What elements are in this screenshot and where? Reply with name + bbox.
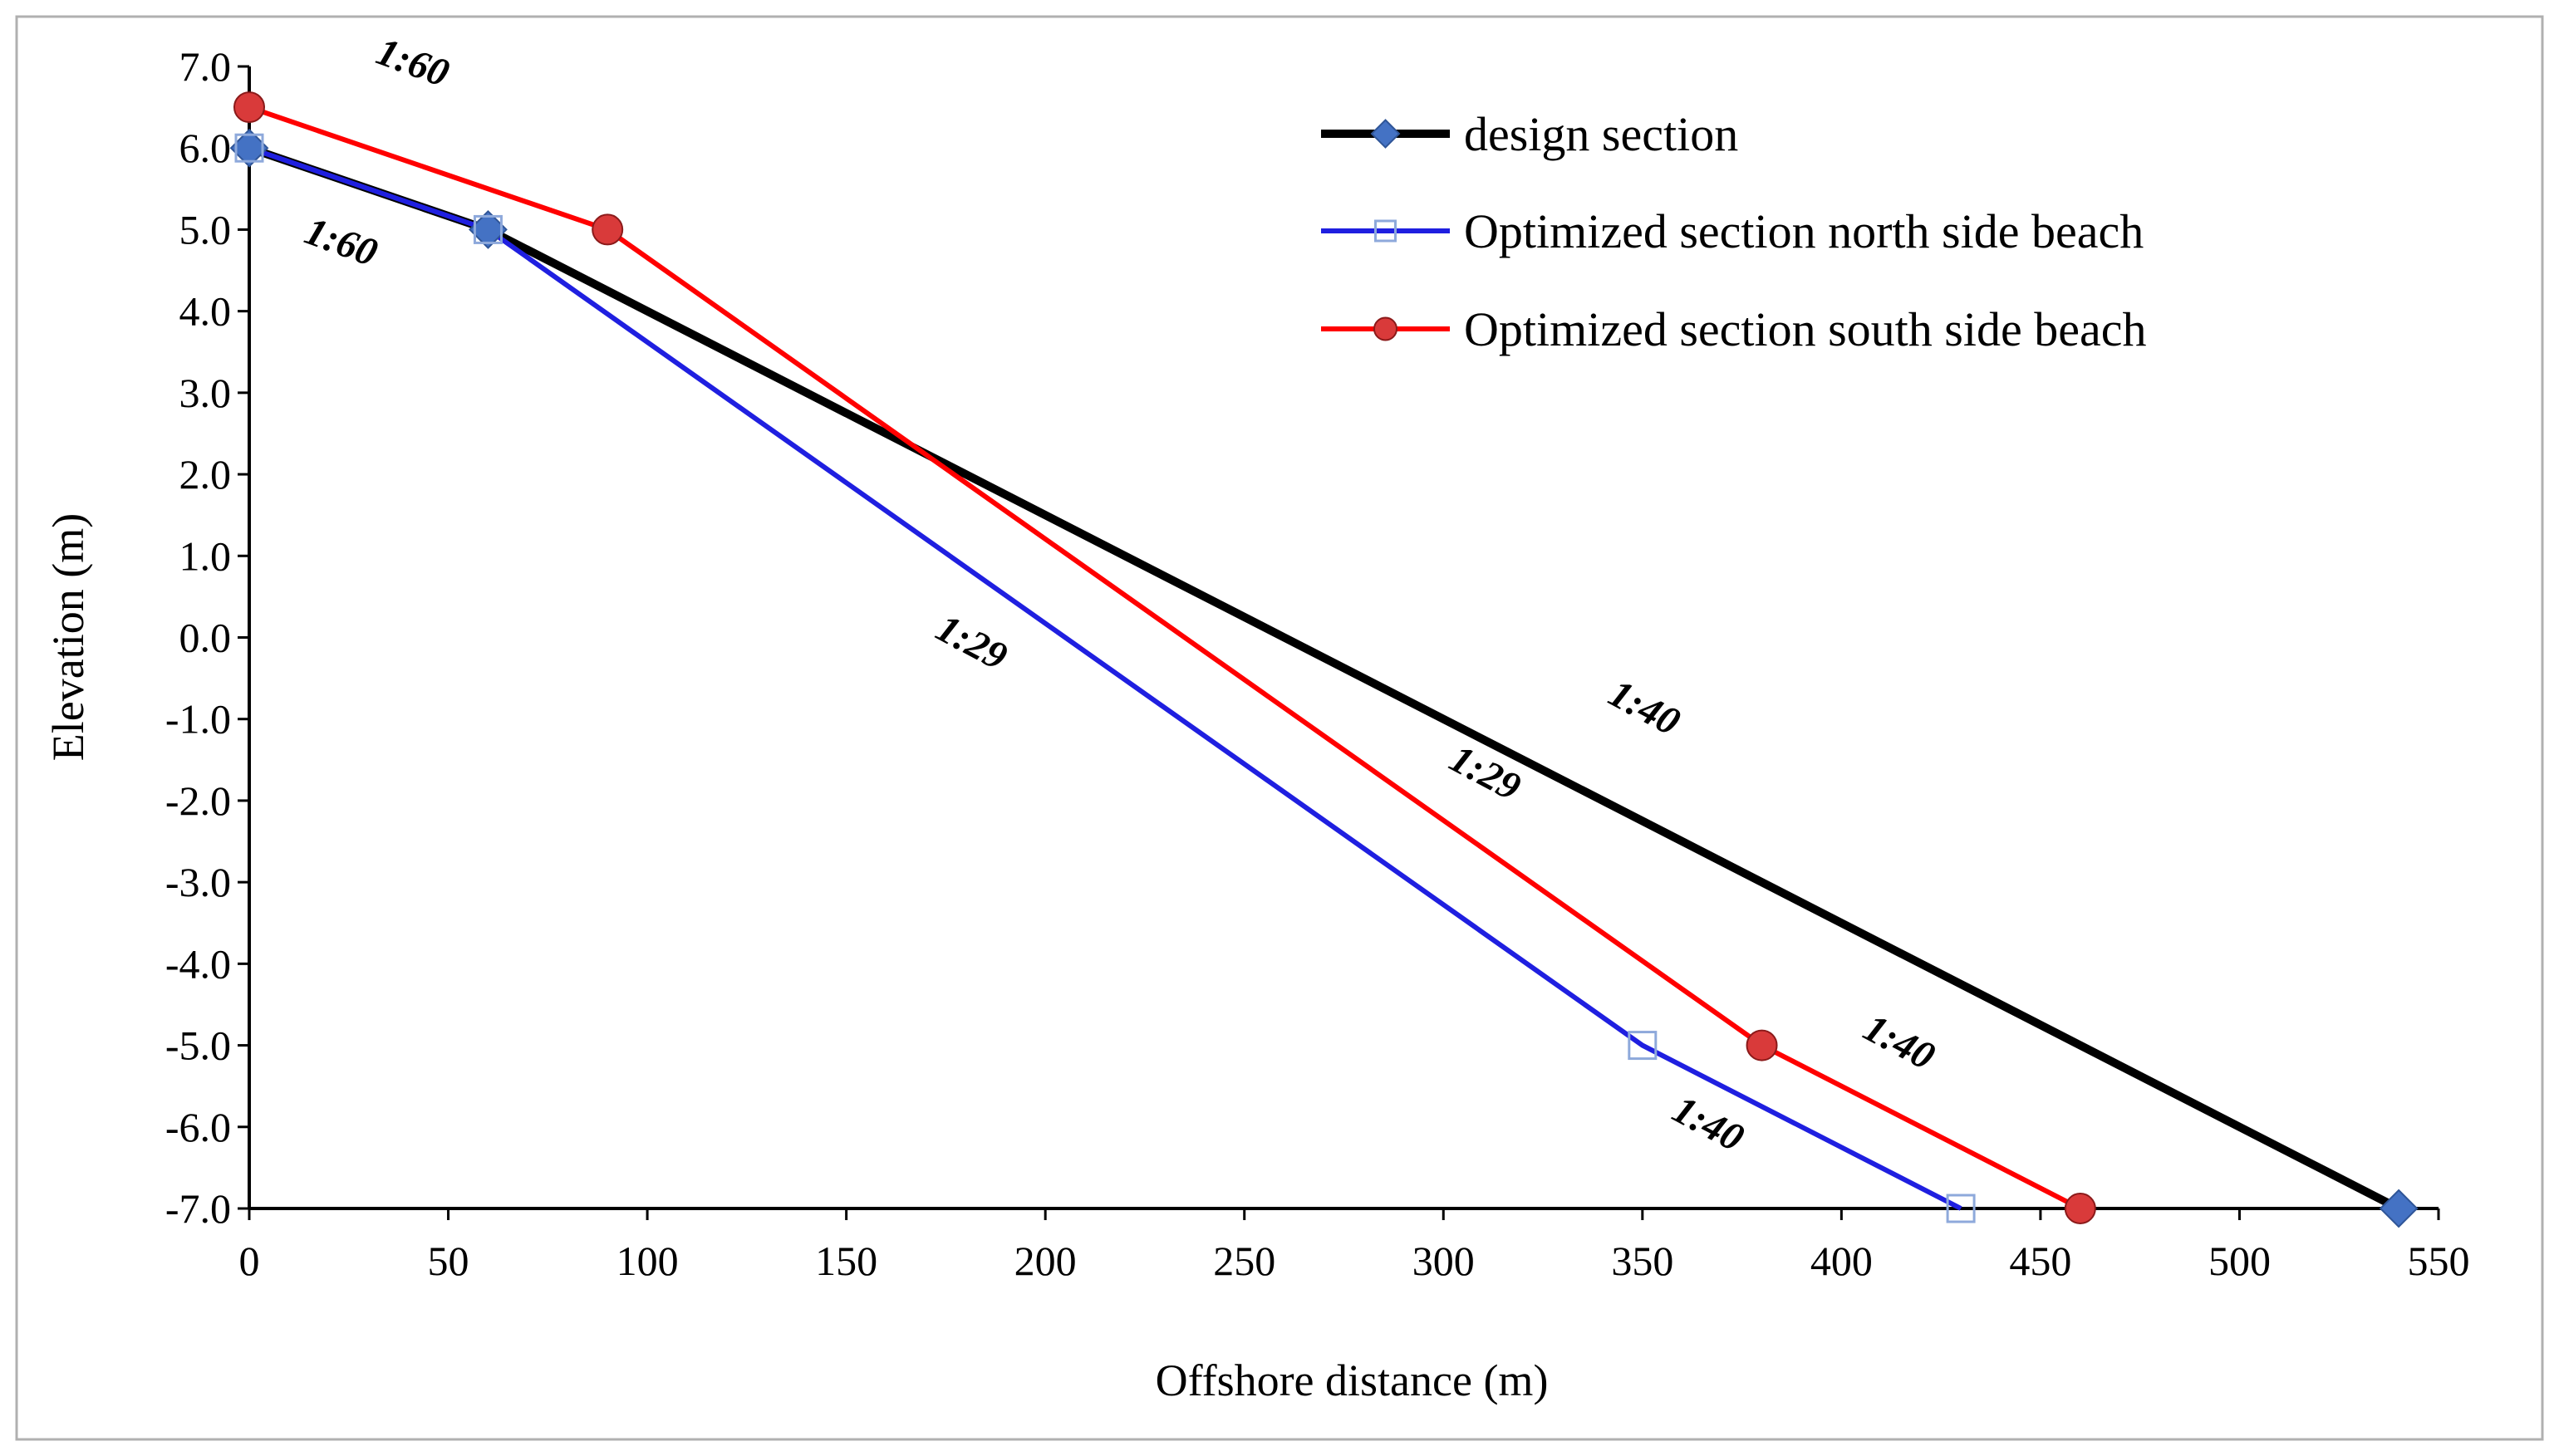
y-tick-label: -7.0 bbox=[165, 1185, 231, 1232]
y-tick-label: 1.0 bbox=[179, 532, 232, 579]
y-axis-title: Elevation (m) bbox=[43, 513, 93, 761]
x-tick-label: 100 bbox=[616, 1238, 679, 1284]
series-1-point bbox=[2379, 1189, 2419, 1228]
x-tick-label: 450 bbox=[2009, 1238, 2071, 1284]
x-tick-label: 400 bbox=[1810, 1238, 1873, 1284]
chart-border bbox=[15, 15, 2544, 1441]
y-tick-label: 4.0 bbox=[179, 288, 232, 335]
x-tick-label: 250 bbox=[1213, 1238, 1275, 1284]
series-3-point bbox=[592, 213, 624, 246]
y-tick-label: 3.0 bbox=[179, 370, 232, 416]
y-tick-label: 6.0 bbox=[179, 125, 232, 171]
y-tick-label: -5.0 bbox=[165, 1022, 231, 1069]
x-tick-label: 550 bbox=[2408, 1238, 2470, 1284]
legend-marker-1 bbox=[1370, 119, 1401, 149]
y-tick-label: 0.0 bbox=[179, 615, 232, 661]
legend-label-2: Optimized section north side beach bbox=[1464, 204, 2144, 258]
series-2-point bbox=[473, 214, 503, 244]
series-line-2 bbox=[248, 145, 1962, 1211]
series-3-point bbox=[2064, 1193, 2096, 1224]
y-tick-label: 7.0 bbox=[179, 43, 232, 90]
x-tick-label: 50 bbox=[428, 1238, 469, 1284]
y-tick-label: -6.0 bbox=[165, 1104, 231, 1150]
x-tick-label: 300 bbox=[1412, 1238, 1475, 1284]
x-tick-label: 200 bbox=[1014, 1238, 1077, 1284]
legend: design section Optimized section north si… bbox=[1321, 107, 2146, 356]
x-tick-label: 350 bbox=[1611, 1238, 1673, 1284]
series-2-point bbox=[1628, 1031, 1658, 1061]
x-axis-title: Offshore distance (m) bbox=[1156, 1356, 1549, 1405]
series-2-point bbox=[1946, 1194, 1976, 1223]
series-line-3 bbox=[248, 105, 2082, 1211]
series-3-point bbox=[1746, 1029, 1778, 1061]
y-tick-label: 2.0 bbox=[179, 451, 232, 498]
y-tick-label: -4.0 bbox=[165, 940, 231, 987]
series-3-point bbox=[233, 91, 265, 124]
legend-marker-2 bbox=[1374, 219, 1397, 243]
x-tick-label: 0 bbox=[239, 1238, 260, 1284]
x-axis-ticks: 0 50 100 150 200 250 300 350 400 450 500 550 bbox=[239, 1208, 2470, 1284]
legend-label-3: Optimized section south side beach bbox=[1464, 302, 2146, 356]
x-tick-label: 150 bbox=[815, 1238, 877, 1284]
series-2-point bbox=[234, 133, 264, 163]
y-tick-label: -1.0 bbox=[165, 696, 231, 743]
y-tick-label: -3.0 bbox=[165, 859, 231, 905]
x-tick-label: 500 bbox=[2208, 1238, 2271, 1284]
y-tick-label: 5.0 bbox=[179, 206, 232, 252]
legend-marker-3 bbox=[1373, 316, 1397, 341]
series-layer bbox=[229, 91, 2419, 1228]
y-axis-ticks: 7.0 6.0 5.0 4.0 3.0 2.0 1.0 0.0 -1.0 -2.0 -3.0 -4.0… bbox=[165, 43, 249, 1232]
legend-label-1: design section bbox=[1464, 107, 1738, 161]
y-tick-label: -2.0 bbox=[165, 777, 231, 824]
